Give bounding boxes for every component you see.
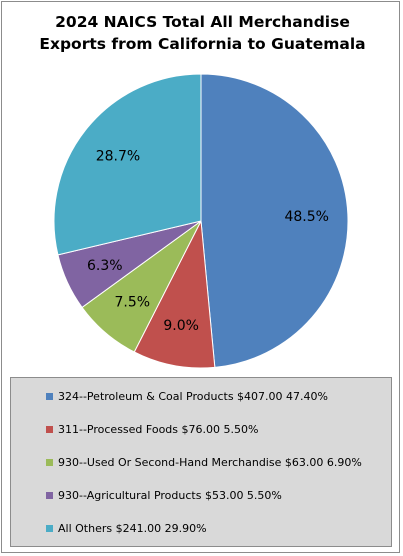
legend-label-agricultural: 930--Agricultural Products $53.00 5.50% bbox=[58, 489, 282, 502]
legend-item-all-others: All Others $241.00 29.90% bbox=[46, 522, 207, 535]
data-label-agricultural: 6.3% bbox=[87, 258, 123, 274]
legend-label-used-merchandise: 930--Used Or Second-Hand Merchandise $63… bbox=[58, 456, 362, 469]
pie-slice-processed-foods bbox=[133, 219, 216, 369]
legend-swatch-agricultural bbox=[46, 492, 53, 499]
legend-item-processed-foods: 311--Processed Foods $76.00 5.50% bbox=[46, 423, 258, 436]
chart-legend: 324--Petroleum & Coal Products $407.00 4… bbox=[10, 377, 392, 547]
legend-item-used-merchandise: 930--Used Or Second-Hand Merchandise $63… bbox=[46, 456, 362, 469]
data-label-used-merchandise: 7.5% bbox=[114, 294, 150, 310]
legend-label-all-others: All Others $241.00 29.90% bbox=[58, 522, 207, 535]
legend-swatch-petroleum bbox=[46, 393, 53, 400]
legend-label-petroleum: 324--Petroleum & Coal Products $407.00 4… bbox=[58, 390, 328, 403]
chart-title: 2024 NAICS Total All Merchandise Exports… bbox=[2, 11, 403, 55]
legend-swatch-all-others bbox=[46, 525, 53, 532]
legend-swatch-used-merchandise bbox=[46, 459, 53, 466]
data-label-petroleum: 48.5% bbox=[284, 209, 328, 225]
data-label-processed-foods: 9.0% bbox=[163, 318, 199, 334]
pie-slice-all-others bbox=[53, 73, 202, 256]
chart-title-line-2: Exports from California to Guatemala bbox=[39, 35, 366, 53]
data-label-all-others: 28.7% bbox=[96, 148, 140, 164]
legend-item-petroleum: 324--Petroleum & Coal Products $407.00 4… bbox=[46, 390, 328, 403]
chart-title-line-1: 2024 NAICS Total All Merchandise bbox=[55, 13, 350, 31]
pie-chart: 48.5% 9.0% 7.5% 6.3% 28.7% bbox=[53, 73, 349, 369]
legend-label-processed-foods: 311--Processed Foods $76.00 5.50% bbox=[58, 423, 259, 436]
pie-slice-petroleum bbox=[200, 73, 349, 368]
legend-swatch-processed-foods bbox=[46, 426, 53, 433]
legend-item-agricultural: 930--Agricultural Products $53.00 5.50% bbox=[46, 489, 282, 502]
